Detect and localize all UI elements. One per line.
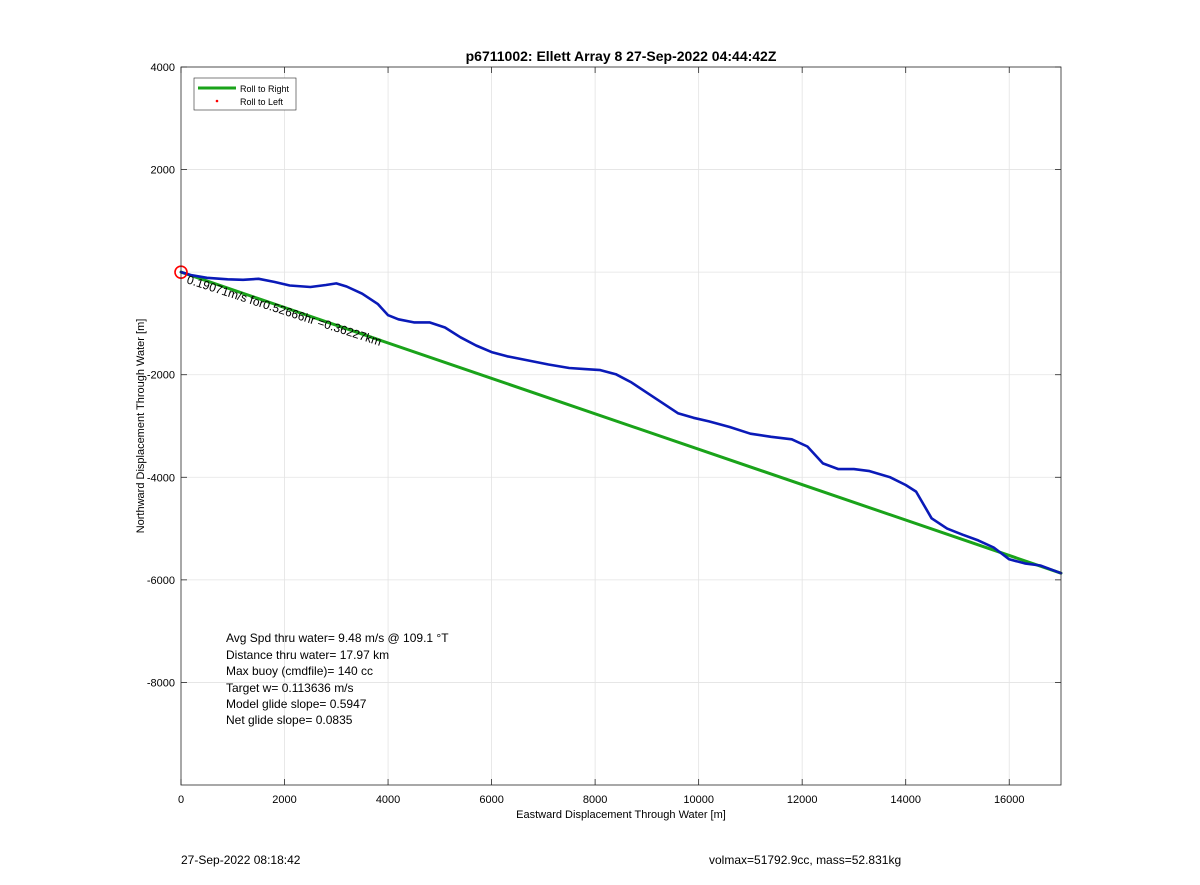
stats-line: Max buoy (cmdfile)= 140 cc [226, 664, 373, 678]
x-tick-label: 4000 [376, 794, 400, 806]
y-tick-label: -2000 [147, 370, 175, 382]
series-line-track [179, 270, 1063, 575]
chart-title: p6711002: Ellett Array 8 27-Sep-2022 04:… [466, 48, 777, 64]
x-axis-label: Eastward Displacement Through Water [m] [516, 809, 726, 821]
legend-dot-roll-left [215, 99, 219, 103]
y-tick-label: 4000 [151, 62, 175, 74]
legend-label-roll-right: Roll to Right [240, 84, 290, 94]
x-tick-label: 12000 [787, 794, 818, 806]
stats-line: Net glide slope= 0.0835 [226, 713, 353, 727]
plot-area [181, 67, 1061, 785]
y-tick-label: -6000 [147, 575, 175, 587]
stats-line: Model glide slope= 0.5947 [226, 697, 367, 711]
stats-line: Distance thru water= 17.97 km [226, 648, 389, 662]
x-tick-label: 10000 [683, 794, 714, 806]
x-tick-label: 6000 [479, 794, 503, 806]
x-tick-label: 14000 [890, 794, 921, 806]
legend: Roll to Right Roll to Left [193, 77, 297, 111]
axis-ticks: 0 2000 4000 6000 8000 10000 12000 14000 16000 -80… [147, 62, 1061, 806]
series-line-roll-right [179, 270, 1063, 575]
x-tick-label: 8000 [583, 794, 607, 806]
footer-vol-mass: volmax=51792.9cc, mass=52.831kg [709, 853, 902, 867]
legend-box [193, 77, 297, 111]
stats-block: Avg Spd thru water= 9.48 m/s @ 109.1 °T … [226, 631, 449, 727]
footer-timestamp: 27-Sep-2022 08:18:42 [181, 853, 301, 867]
x-tick-label: 0 [178, 794, 184, 806]
stats-line: Avg Spd thru water= 9.48 m/s @ 109.1 °T [226, 631, 449, 645]
stats-line: Target w= 0.113636 m/s [226, 681, 354, 695]
plot-frame [180, 66, 1062, 786]
x-tick-label: 2000 [272, 794, 296, 806]
legend-label-roll-left: Roll to Left [240, 97, 284, 107]
series-layer [179, 270, 1063, 575]
y-tick-label: -8000 [147, 677, 175, 689]
y-tick-label: 2000 [151, 165, 175, 177]
x-tick-label: 16000 [994, 794, 1025, 806]
y-tick-label: -4000 [147, 472, 175, 484]
y-axis-label: Northward Displacement Through Water [m] [135, 319, 147, 534]
